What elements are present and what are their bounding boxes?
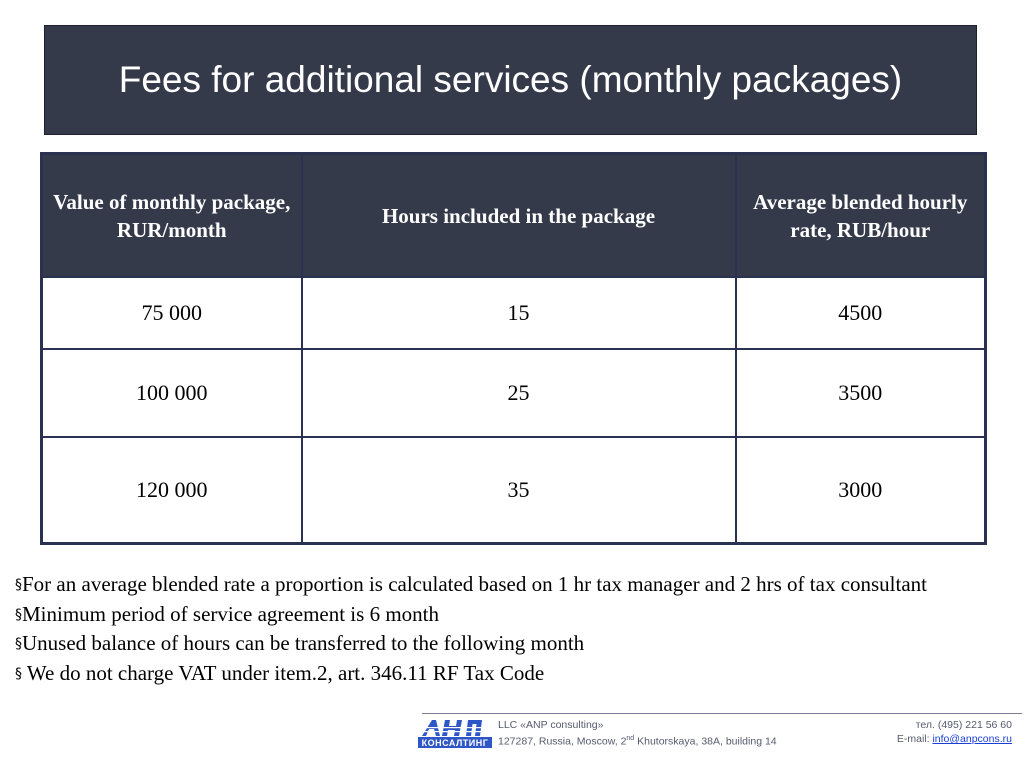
email-line: E-mail: info@anpcons.ru bbox=[896, 733, 1012, 745]
note-item: §Unused balance of hours can be transfer… bbox=[15, 629, 995, 659]
cell-hourly-rate: 4500 bbox=[734, 276, 987, 350]
cell-hours: 25 bbox=[300, 348, 737, 438]
note-item: §Minimum period of service agreement is … bbox=[15, 600, 995, 630]
note-text: Minimum period of service agreement is 6… bbox=[22, 601, 439, 626]
note-text: Unused balance of hours can be transferr… bbox=[22, 631, 585, 655]
company-name: LLC «ANP consulting» bbox=[498, 719, 604, 731]
address-line: 127287, Russia, Moscow, 2nd Khutorskaya,… bbox=[498, 735, 777, 748]
column-header-package-value: Value of monthly package, RUR/month bbox=[40, 152, 303, 278]
note-text: For an average blended rate a proportion… bbox=[22, 572, 928, 596]
logo-text: КОНСАЛТИНГ bbox=[422, 738, 489, 748]
section-bullet-icon: § bbox=[15, 606, 22, 623]
cell-hourly-rate: 3000 bbox=[734, 436, 987, 545]
section-bullet-icon: § bbox=[15, 665, 22, 682]
note-item: § We do not charge VAT under item.2, art… bbox=[15, 659, 995, 689]
note-text: We do not charge VAT under item.2, art. … bbox=[22, 660, 545, 685]
table-row: 120 000 35 3000 bbox=[40, 436, 987, 545]
column-header-hourly-rate: Average blended hourly rate, RUB/hour bbox=[734, 152, 987, 278]
notes-list: §For an average blended rate a proportio… bbox=[15, 570, 995, 688]
table-row: 75 000 15 4500 bbox=[40, 276, 987, 350]
footer-contacts: тел. (495) 221 56 60 E-mail: info@anpcon… bbox=[897, 718, 1012, 746]
table-header-row: Value of monthly package, RUR/month Hour… bbox=[40, 152, 987, 278]
cell-package-value: 120 000 bbox=[40, 436, 303, 545]
email-link[interactable]: info@anpcons.ru bbox=[932, 733, 1012, 745]
footer-address: LLC «ANP consulting» 127287, Russia, Mos… bbox=[498, 718, 777, 749]
cell-hours: 35 bbox=[300, 436, 737, 545]
title-bar: Fees for additional services (monthly pa… bbox=[44, 25, 977, 135]
company-logo: КОНСАЛТИНГ bbox=[418, 718, 492, 748]
phone-number: тел. (495) 221 56 60 bbox=[915, 719, 1012, 731]
column-header-hours: Hours included in the package bbox=[300, 152, 737, 278]
footer-divider bbox=[422, 713, 1022, 714]
cell-hours: 15 bbox=[300, 276, 737, 350]
cell-hourly-rate: 3500 bbox=[734, 348, 987, 438]
table-row: 100 000 25 3500 bbox=[40, 348, 987, 438]
page-title: Fees for additional services (monthly pa… bbox=[118, 59, 903, 100]
section-bullet-icon: § bbox=[15, 577, 22, 593]
section-bullet-icon: § bbox=[15, 636, 22, 652]
fees-table: Value of monthly package, RUR/month Hour… bbox=[40, 152, 987, 545]
cell-package-value: 75 000 bbox=[40, 276, 303, 350]
cell-package-value: 100 000 bbox=[40, 348, 303, 438]
note-item: §For an average blended rate a proportio… bbox=[15, 570, 995, 600]
